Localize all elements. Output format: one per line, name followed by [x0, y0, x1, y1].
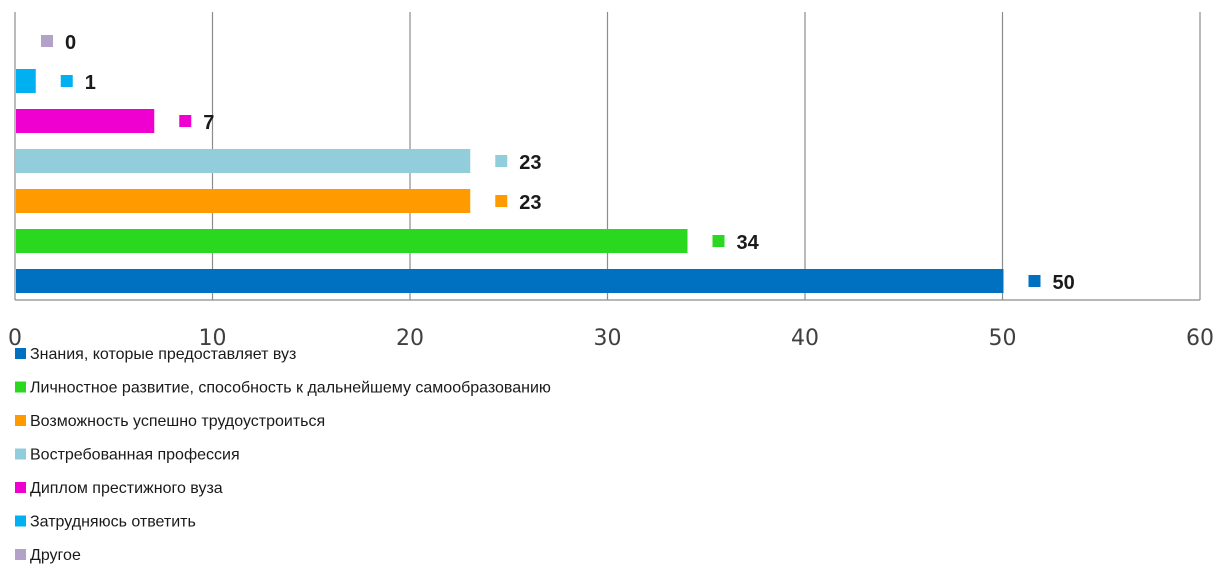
x-tick-label: 50: [989, 326, 1017, 351]
legend-swatch: [15, 348, 26, 359]
legend-swatch: [15, 415, 26, 426]
legend-entry: Востребованная профессия: [30, 447, 240, 464]
x-tick-label: 10: [199, 326, 227, 351]
legend-entry: Другое: [30, 547, 81, 564]
legend-entry: Затрудняюсь ответить: [30, 514, 196, 531]
legend-entry: Личностное развитие, способность к дальн…: [30, 380, 551, 397]
data-labels: 50 34 23 23 7 10: [65, 32, 1075, 294]
x-tick-labels: 0 10 20 30 40 50 60: [8, 326, 1214, 351]
data-label-marker: [712, 235, 725, 247]
data-label: 0: [65, 32, 76, 54]
x-tick-label: 30: [594, 326, 622, 351]
data-label: 23: [519, 192, 541, 214]
bar: [16, 269, 1004, 293]
legend-swatch: [15, 549, 26, 560]
data-label-marker: [495, 155, 508, 167]
legend-entry: Знания, которые предоставляет вуз: [30, 346, 296, 363]
bar: [16, 109, 155, 133]
data-label: 50: [1053, 272, 1075, 294]
legend: Знания, которые предоставляет вуз Личност…: [15, 346, 551, 564]
legend-entry: Диплом престижного вуза: [30, 480, 223, 497]
data-label: 1: [85, 72, 96, 94]
legend-swatch: [15, 482, 26, 493]
data-label-markers: [41, 35, 1041, 287]
legend-entry: Возможность успешно трудоустроиться: [30, 413, 325, 430]
data-label: 7: [203, 112, 214, 134]
legend-swatch: [15, 381, 26, 393]
bar: [16, 149, 471, 173]
x-tick-label: 0: [8, 326, 22, 351]
x-tick-label: 20: [396, 326, 424, 351]
data-label: 23: [519, 152, 541, 174]
data-label-marker: [41, 35, 53, 47]
legend-swatch: [15, 515, 26, 527]
data-label-marker: [495, 195, 508, 207]
x-tick-label: 60: [1186, 326, 1214, 351]
legend-swatch: [15, 448, 26, 460]
data-label-marker: [60, 75, 73, 87]
data-label: 34: [737, 232, 760, 254]
bar: [16, 69, 36, 93]
bars: [16, 69, 1004, 293]
bar: [16, 229, 688, 253]
data-label-marker: [1028, 275, 1041, 287]
x-tick-label: 40: [791, 326, 819, 351]
axes: [14, 12, 1200, 301]
data-label-marker: [179, 115, 192, 127]
bar: [16, 189, 471, 213]
